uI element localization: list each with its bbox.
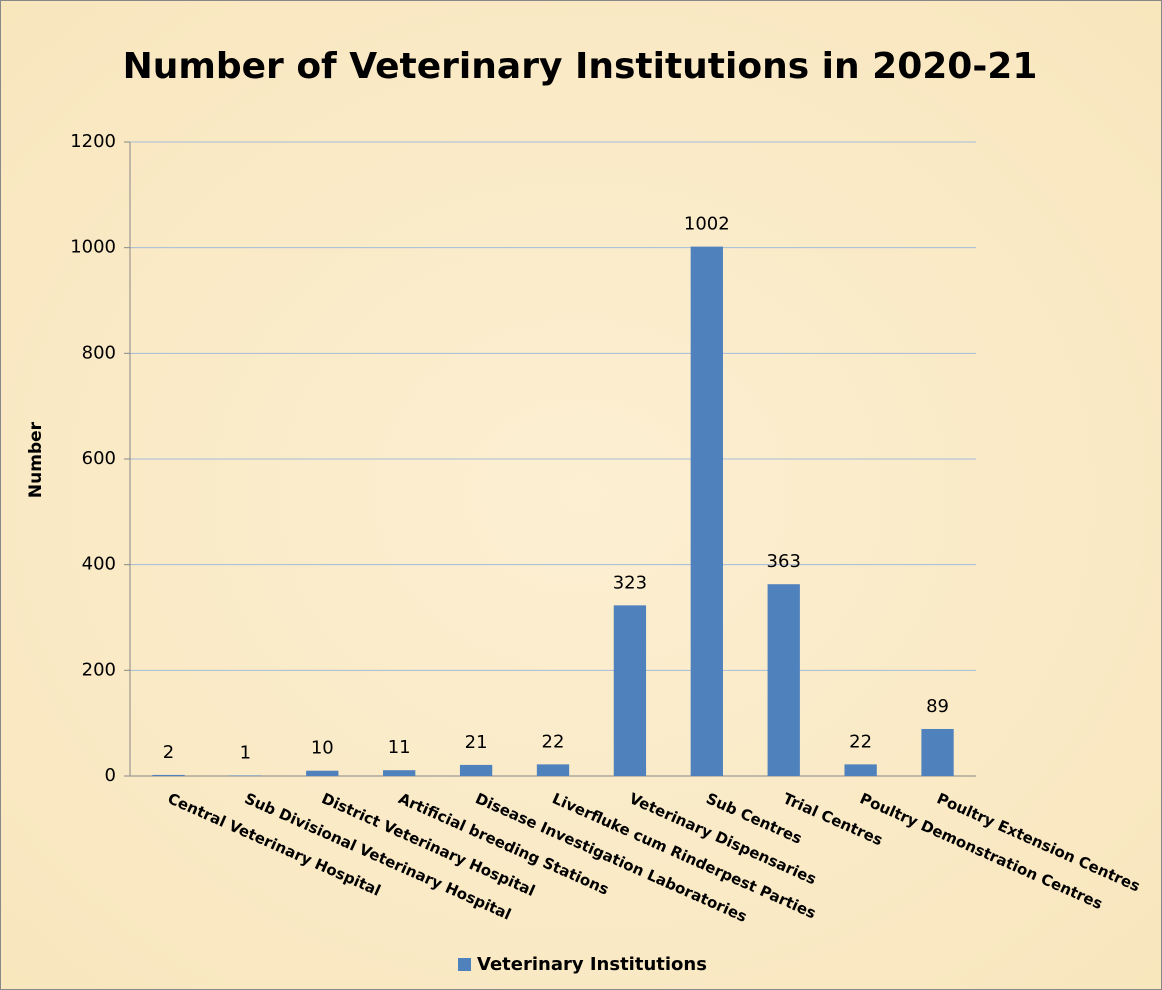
bar bbox=[690, 246, 723, 777]
legend-swatch bbox=[458, 958, 471, 971]
y-tick-label: 200 bbox=[82, 659, 116, 680]
bar bbox=[921, 728, 954, 776]
data-label: 89 bbox=[926, 696, 949, 717]
y-tick-label: 800 bbox=[82, 342, 116, 363]
bar bbox=[536, 764, 570, 776]
bar bbox=[459, 764, 493, 776]
data-label: 363 bbox=[767, 551, 801, 572]
data-label: 10 bbox=[311, 738, 334, 759]
y-tick-label: 1000 bbox=[70, 237, 116, 258]
data-label: 22 bbox=[849, 731, 872, 752]
bar bbox=[613, 605, 647, 776]
legend-label: Veterinary Institutions bbox=[477, 954, 707, 975]
data-label: 323 bbox=[613, 572, 647, 593]
bar bbox=[844, 764, 877, 776]
bar bbox=[229, 775, 262, 776]
bar bbox=[152, 774, 185, 776]
bar bbox=[306, 770, 339, 776]
y-tick-label: 1200 bbox=[70, 131, 116, 152]
data-label: 2 bbox=[163, 742, 174, 763]
data-label: 21 bbox=[465, 732, 488, 753]
y-tick-label: 600 bbox=[82, 448, 116, 469]
bar bbox=[383, 770, 416, 776]
y-tick-label: 0 bbox=[105, 765, 116, 786]
data-label: 1002 bbox=[684, 214, 730, 235]
chart-title: Number of Veterinary Institutions in 202… bbox=[123, 46, 1038, 87]
data-label: 1 bbox=[240, 742, 251, 763]
data-label: 22 bbox=[542, 731, 565, 752]
bar bbox=[767, 584, 800, 776]
y-tick-label: 400 bbox=[82, 554, 116, 575]
y-axis-title: Number bbox=[26, 421, 46, 498]
data-label: 11 bbox=[388, 737, 411, 758]
